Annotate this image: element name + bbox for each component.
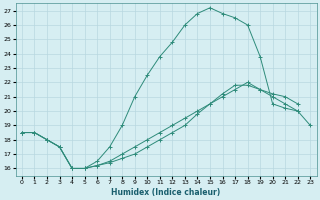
X-axis label: Humidex (Indice chaleur): Humidex (Indice chaleur) [111, 188, 221, 197]
